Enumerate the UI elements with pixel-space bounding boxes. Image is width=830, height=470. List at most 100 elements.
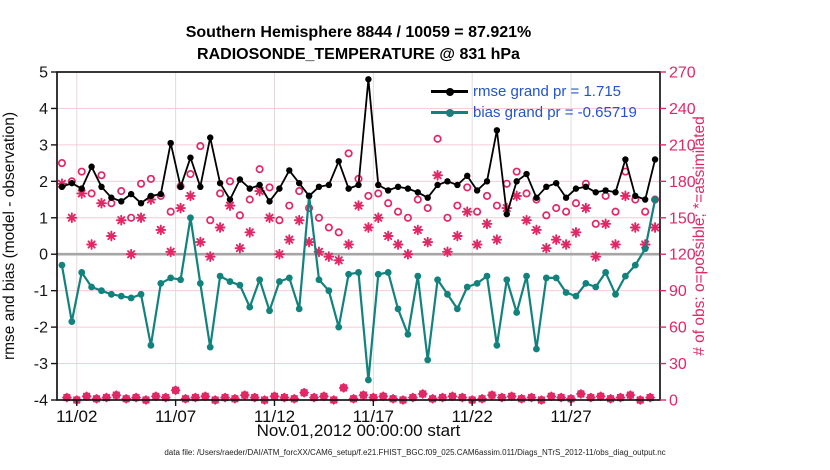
bias-point xyxy=(473,279,481,287)
y-right-tick-label: 60 xyxy=(669,320,687,337)
assimilated-obs-marker xyxy=(491,234,503,245)
assimilated-obs-marker xyxy=(531,224,542,236)
assimilated-obs-marker xyxy=(170,385,181,396)
assimilated-obs-marker xyxy=(570,227,582,238)
possible-obs-marker xyxy=(591,219,600,228)
axis-tick-labels: 543210-1-2-3-427024021018015012090603001… xyxy=(34,65,696,427)
possible-obs-marker xyxy=(186,169,195,179)
assimilated-obs-marker xyxy=(240,390,250,400)
possible-obs-marker xyxy=(216,189,225,198)
rmse-point xyxy=(177,183,184,190)
rmse-point xyxy=(543,183,550,190)
bias-point xyxy=(463,283,471,291)
bias-point xyxy=(325,287,333,295)
possible-obs-marker xyxy=(463,183,472,192)
bias-point xyxy=(276,278,283,285)
bias-point xyxy=(572,292,580,300)
rmse-point xyxy=(58,183,66,190)
assimilated-obs-marker xyxy=(590,251,602,263)
assimilated-obs-marker xyxy=(96,197,107,209)
rmse-point xyxy=(256,181,263,189)
bias-point xyxy=(355,269,362,276)
possible-obs-marker xyxy=(611,207,620,216)
assimilated-obs-marker xyxy=(293,214,305,226)
rmse-point xyxy=(68,179,76,187)
bias-point xyxy=(414,272,422,280)
bias-point xyxy=(453,305,461,313)
assimilated-obs-marker xyxy=(234,242,246,254)
y-left-tick-label: -1 xyxy=(34,283,48,300)
rmse-point xyxy=(118,198,125,205)
bias-point xyxy=(493,341,501,349)
possible-obs-marker xyxy=(601,191,610,200)
bias-point xyxy=(444,290,451,298)
possible-obs-marker xyxy=(285,201,294,210)
rmse-point xyxy=(434,181,441,189)
assimilated-obs-marker xyxy=(442,246,453,258)
assimilated-obs-marker xyxy=(550,234,562,245)
possible-obs-marker xyxy=(97,171,106,180)
assimilated-obs-marker xyxy=(417,389,428,399)
assimilated-obs-marker xyxy=(214,222,226,233)
assimilated-obs-marker xyxy=(86,239,97,250)
possible-obs-marker xyxy=(641,207,650,216)
title-line-2: RADIOSONDE_TEMPERATURE @ 831 hPa xyxy=(197,46,520,63)
bias-point xyxy=(622,272,629,280)
bias-point xyxy=(315,276,323,284)
assimilated-obs-marker xyxy=(378,391,389,402)
assimilated-obs-marker xyxy=(600,218,611,230)
y-left-tick-label: 2 xyxy=(39,174,48,191)
assimilated-obs-marker xyxy=(481,218,493,230)
bias-point xyxy=(196,279,204,287)
bias-point xyxy=(631,261,639,269)
assimilated-obs-marker xyxy=(580,202,592,214)
legend-row-bias: bias grand pr = -0.65719 xyxy=(431,102,637,123)
assimilated-obs-marker xyxy=(106,230,117,242)
rmse-point xyxy=(493,127,501,134)
bias-point xyxy=(641,245,649,253)
bias-point xyxy=(424,356,432,364)
assimilated-obs-marker xyxy=(299,387,309,398)
rmse-point xyxy=(444,178,451,185)
rmse-point xyxy=(137,200,145,207)
possible-obs-marker xyxy=(275,216,284,225)
rmse-series xyxy=(58,76,659,218)
assimilated-obs-marker xyxy=(506,391,517,402)
bias-legend-label: bias grand pr = -0.65719 xyxy=(473,104,637,121)
rmse-point xyxy=(207,134,214,141)
assimilated-obs-marker xyxy=(200,391,211,402)
assimilated-obs-marker xyxy=(516,393,527,404)
rmse-point xyxy=(88,163,95,170)
bias-point xyxy=(68,318,76,326)
assimilated-obs-marker xyxy=(175,202,186,214)
assimilated-obs-marker xyxy=(81,391,92,402)
assimilated-obs-marker xyxy=(402,248,414,260)
rmse-point xyxy=(276,185,283,192)
assimilated-obs-marker xyxy=(595,391,606,402)
bias-point xyxy=(542,274,550,282)
y-axis-label-right: # of obs: o=possible; *=assimilated xyxy=(691,116,708,356)
rmse-point xyxy=(197,183,204,190)
rmse-point xyxy=(216,179,224,187)
rmse-point xyxy=(503,210,510,218)
assimilated-obs-marker xyxy=(605,393,616,404)
y-left-tick-label: 1 xyxy=(39,210,48,227)
bias-point xyxy=(434,276,441,284)
rmse-point xyxy=(602,187,609,194)
possible-obs-marker xyxy=(542,211,551,220)
bias-point xyxy=(384,269,392,276)
possible-obs-marker xyxy=(512,167,521,176)
rmse-point xyxy=(345,185,352,192)
possible-obs-marker xyxy=(166,207,175,216)
rmse-point xyxy=(651,156,659,163)
x-tick-label: 11/27 xyxy=(550,407,591,426)
assimilated-obs-marker xyxy=(452,230,463,242)
rmse-point xyxy=(612,189,619,196)
bias-point xyxy=(651,196,659,203)
assimilated-obs-marker xyxy=(125,248,137,260)
rmse-point xyxy=(454,181,461,189)
y-right-tick-label: 120 xyxy=(669,247,696,264)
bias-point xyxy=(345,270,353,278)
possible-obs-marker xyxy=(384,199,393,208)
obs-count-markers xyxy=(56,134,661,266)
